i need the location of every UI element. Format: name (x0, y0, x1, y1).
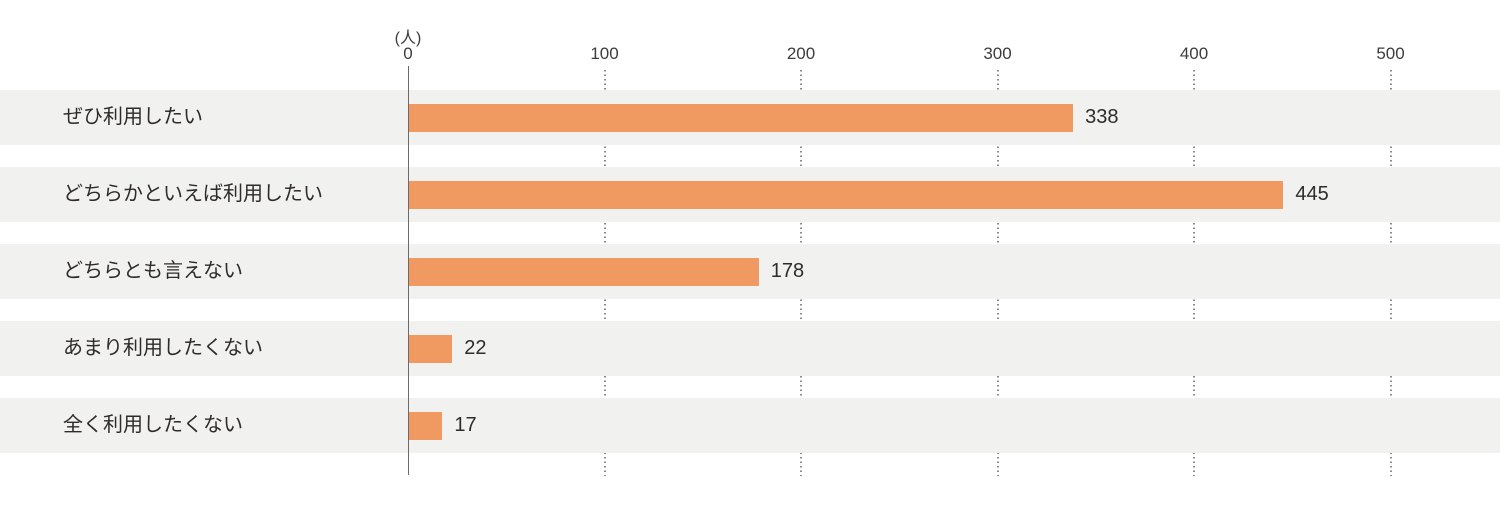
bar-value-label: 338 (1085, 106, 1119, 128)
x-tick-label: 400 (1179, 44, 1209, 63)
category-label: どちらとも言えない (63, 260, 243, 282)
bar (409, 411, 443, 440)
bar-value-label: 445 (1295, 183, 1329, 205)
y-axis-line (407, 66, 409, 475)
category-row: あまり利用したくない 22 (0, 321, 1500, 376)
bar (409, 103, 1074, 132)
bar-value-label: 17 (454, 414, 477, 436)
bar (409, 334, 453, 363)
category-row: ぜひ利用したい 338 (0, 90, 1500, 145)
bar-value-label: 178 (770, 260, 805, 282)
category-label: どちらかといえば利用したい (63, 183, 323, 205)
x-tick-label: 0 (403, 44, 413, 63)
category-label: 全く利用したくない (63, 414, 243, 436)
category-row: どちらとも言えない 178 (0, 244, 1500, 299)
category-label: ぜひ利用したい (63, 106, 203, 128)
category-label: あまり利用したくない (63, 337, 263, 359)
x-tick-label: 100 (590, 44, 619, 63)
bar (409, 257, 759, 286)
bar (409, 180, 1284, 209)
x-tick-label: 500 (1376, 44, 1405, 63)
category-row: どちらかといえば利用したい 445 (0, 167, 1500, 222)
x-tick-label: 300 (983, 44, 1012, 63)
axis-unit-label: (人) (394, 30, 422, 47)
x-tick-label: 200 (786, 44, 816, 63)
category-row: 全く利用したくない 17 (0, 398, 1500, 453)
bar-value-label: 22 (464, 337, 487, 359)
